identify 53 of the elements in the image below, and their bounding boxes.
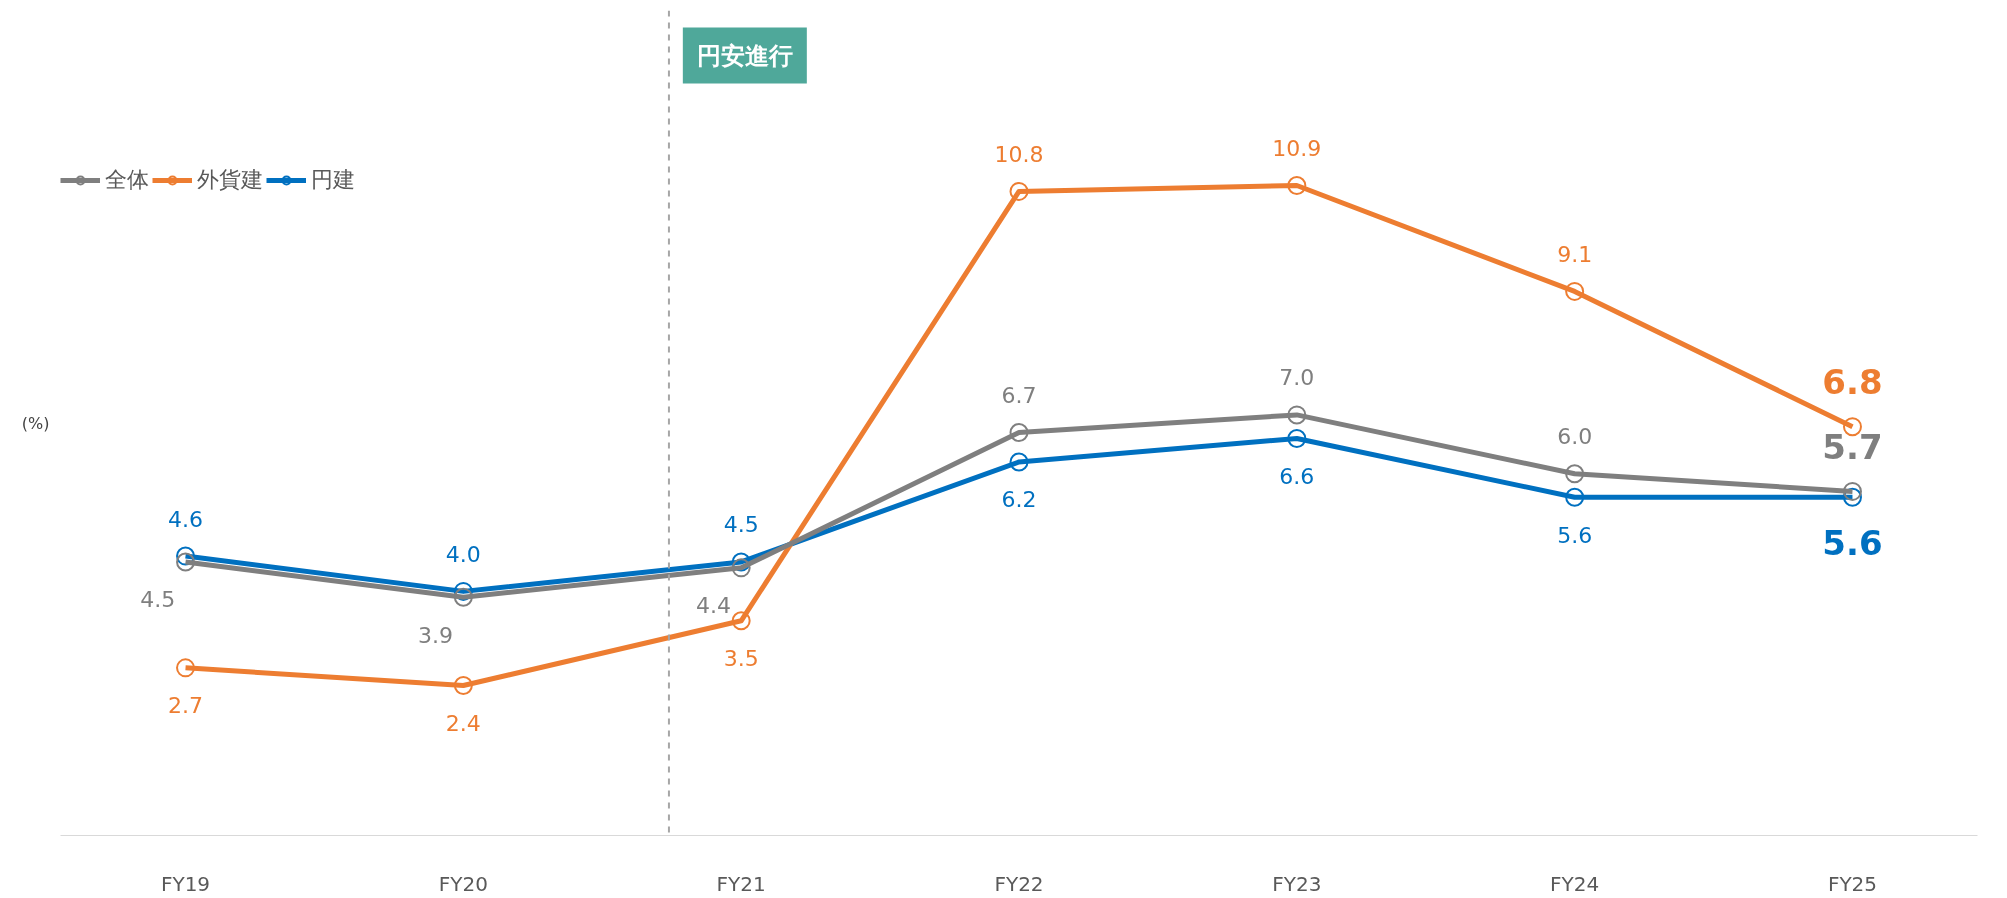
data-label: 4.5 [140, 587, 176, 613]
data-label: 7.0 [1279, 365, 1315, 391]
x-tick-label: FY22 [994, 871, 1044, 896]
data-label: 6.6 [1279, 463, 1315, 489]
legend-label: 全体 [105, 166, 149, 194]
data-label: 4.0 [445, 541, 481, 567]
data-label: 2.4 [445, 711, 481, 736]
point [1287, 405, 1307, 425]
data-label: 6.8 [1822, 362, 1883, 403]
point [1287, 428, 1307, 448]
data-label: 4.4 [695, 593, 731, 619]
data-label: 5.7 [1822, 426, 1883, 467]
x-tick-label: FY23 [1272, 871, 1322, 896]
data-label: 6.7 [1001, 383, 1037, 409]
data-label: 2.7 [168, 693, 204, 719]
point [1565, 464, 1585, 484]
data-label: 4.5 [723, 512, 759, 538]
point [1842, 481, 1862, 501]
data-label: 5.6 [1822, 522, 1883, 563]
data-label: 3.9 [418, 622, 454, 648]
data-label: 10.8 [994, 141, 1044, 167]
x-tick-label: FY19 [160, 871, 211, 896]
x-tick-label: FY24 [1550, 871, 1600, 896]
point [731, 611, 751, 631]
point [731, 558, 751, 578]
point [453, 676, 473, 695]
data-label: 10.9 [1272, 136, 1322, 161]
point [1565, 487, 1585, 507]
point [176, 552, 196, 572]
point [176, 658, 196, 678]
point [1009, 181, 1029, 201]
y-axis-title: (%) [21, 413, 50, 433]
point [731, 552, 751, 572]
point [1287, 176, 1307, 195]
ref-line-label: 円安進行 [696, 41, 793, 70]
point [1009, 423, 1029, 443]
data-label: 6.0 [1557, 424, 1593, 450]
point [453, 587, 473, 607]
x-tick-label: FY20 [438, 871, 488, 896]
legend-label: 円建 [311, 166, 355, 194]
x-tick-label: FY25 [1827, 871, 1878, 896]
point [1842, 487, 1862, 507]
x-tick-label: FY21 [716, 871, 766, 896]
data-label: 5.6 [1557, 522, 1593, 548]
point [1565, 281, 1585, 301]
legend-label: 外貨建 [197, 166, 263, 194]
data-label: 6.2 [1001, 487, 1037, 513]
data-label: 3.5 [723, 646, 759, 672]
data-label: 9.1 [1557, 241, 1593, 267]
point [1009, 452, 1029, 472]
data-label: 4.6 [168, 506, 204, 532]
point [176, 546, 196, 566]
point [453, 581, 473, 601]
